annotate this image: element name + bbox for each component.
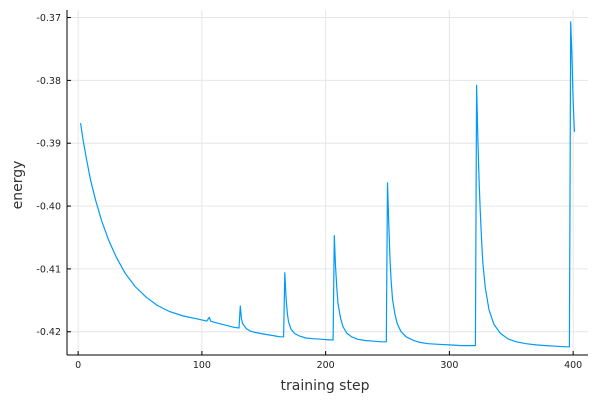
x-tick-label: 400 — [564, 360, 582, 371]
grid-lines — [67, 10, 588, 355]
x-axis-label: training step — [281, 378, 370, 394]
y-tick-label: -0.39 — [36, 139, 61, 150]
y-tick-label: -0.40 — [36, 202, 61, 213]
y-axis-label: energy — [10, 161, 26, 210]
axis-ticks: 0 100 200 300 400 -0.42 -0.41 -0.40 -0.39 -0.38 -0… — [36, 13, 582, 371]
energy-series-line — [80, 21, 575, 348]
y-tick-label: -0.38 — [36, 76, 61, 87]
x-tick-label: 100 — [193, 360, 211, 371]
y-tick-label: -0.41 — [36, 264, 61, 275]
x-tick-label: 0 — [75, 360, 81, 371]
y-tick-label: -0.42 — [36, 327, 61, 338]
x-tick-label: 300 — [440, 360, 458, 371]
series-group — [80, 21, 575, 348]
x-tick-label: 200 — [317, 360, 335, 371]
y-tick-label: -0.37 — [36, 13, 61, 24]
